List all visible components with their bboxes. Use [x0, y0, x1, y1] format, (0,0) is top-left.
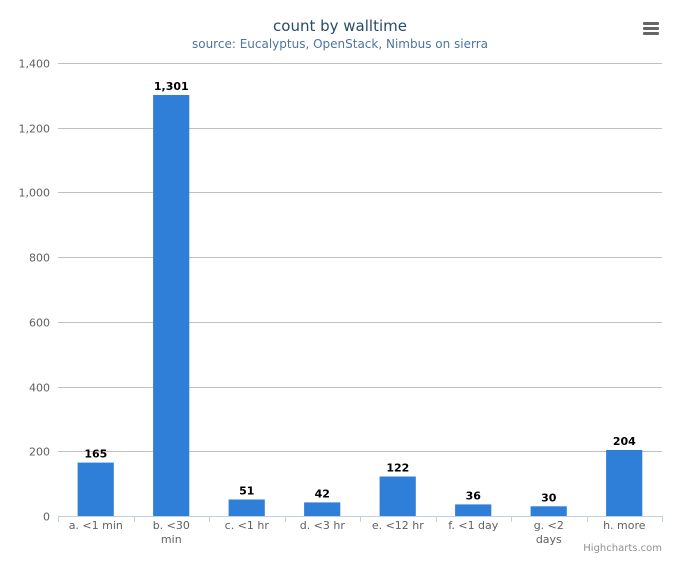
y-tick-label: 800 — [29, 252, 50, 265]
bar[interactable] — [606, 450, 643, 516]
bars — [77, 95, 643, 517]
x-tick-label: a. <1 min — [69, 519, 123, 532]
grid-lines — [58, 63, 662, 452]
data-label: 204 — [613, 435, 636, 448]
x-tick-label: h. more — [603, 519, 646, 532]
y-tick-label: 200 — [29, 446, 50, 459]
y-tick-label: 0 — [43, 511, 50, 524]
credits-text[interactable]: Highcharts.com — [583, 543, 662, 554]
y-tick-label: 600 — [29, 317, 50, 330]
y-tick-label: 1,000 — [19, 187, 51, 200]
chart-subtitle: source: Eucalyptus, OpenStack, Nimbus on… — [191, 37, 489, 51]
bar[interactable] — [228, 499, 265, 517]
bar[interactable] — [77, 462, 114, 516]
x-tick-label: g. <2 days — [534, 519, 564, 546]
data-label: 36 — [466, 489, 482, 502]
chart-title: count by walltime — [273, 17, 407, 35]
x-tick-label: c. <1 hr — [225, 519, 270, 532]
x-tick-label: e. <12 hr — [372, 519, 424, 532]
data-label: 30 — [541, 491, 557, 504]
bar[interactable] — [455, 504, 492, 516]
bar[interactable] — [153, 95, 190, 516]
data-label: 1,301 — [154, 80, 189, 93]
x-tick-label: f. <1 day — [448, 519, 499, 532]
x-tick-label: d. <3 hr — [300, 519, 346, 532]
bar[interactable] — [530, 506, 567, 516]
data-label: 51 — [239, 485, 254, 498]
bar[interactable] — [379, 476, 416, 517]
x-tick-label: b. <30 min — [153, 519, 190, 546]
data-label: 122 — [386, 462, 409, 475]
y-tick-label: 1,400 — [19, 58, 51, 71]
data-label: 42 — [315, 487, 330, 500]
data-label: 165 — [84, 448, 107, 461]
y-tick-label: 400 — [29, 382, 50, 395]
data-labels: 165 1,301 51 42 122 36 30 204 — [84, 80, 636, 504]
axes: 0 200 400 600 800 1,000 1,200 1,400 a. <1 min b. … — [19, 58, 663, 546]
bar[interactable] — [304, 502, 341, 516]
y-tick-label: 1,200 — [19, 123, 51, 136]
menu-icon[interactable] — [640, 20, 662, 38]
